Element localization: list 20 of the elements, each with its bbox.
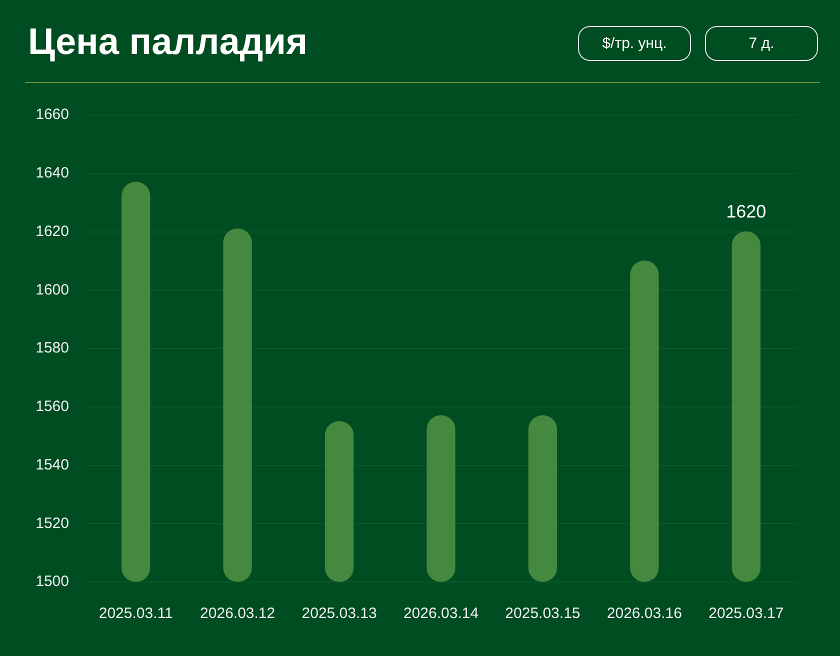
y-tick-label: 1600 — [36, 281, 69, 298]
y-tick-label: 1640 — [36, 164, 69, 182]
y-tick-label: 1500 — [36, 573, 69, 590]
y-tick-label: 1620 — [36, 222, 69, 240]
y-tick-label: 1540 — [36, 456, 69, 474]
chart-title: Цена палладия — [28, 20, 308, 64]
y-tick-label: 1520 — [36, 514, 69, 532]
x-tick-label: 2025.03.17 — [708, 605, 784, 622]
x-tick-label: 2025.03.13 — [302, 605, 377, 622]
data-label: 1620 — [726, 202, 766, 222]
y-tick-label: 1580 — [36, 340, 69, 357]
pill-button: $/тр. унц. — [578, 26, 691, 61]
x-tick-label: 2025.03.11 — [98, 605, 173, 622]
x-tick-label: 2026.03.16 — [606, 605, 682, 622]
y-tick-label: 1660 — [36, 106, 69, 124]
y-tick-label: 1560 — [36, 398, 69, 416]
x-tick-label: 2025.03.15 — [505, 605, 580, 622]
x-tick-label: 2026.03.12 — [200, 605, 276, 622]
x-tick-label: 2026.03.14 — [403, 605, 479, 622]
pill-button: 7 д. — [705, 26, 818, 61]
